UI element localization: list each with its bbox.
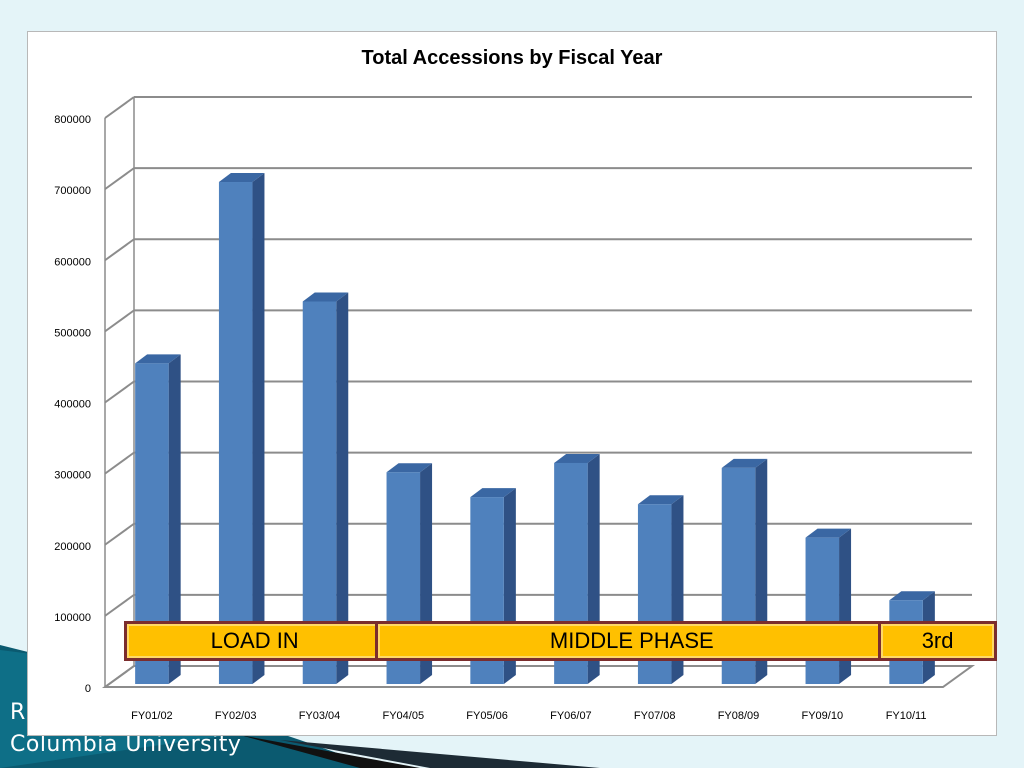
phase-label: MIDDLE PHASE — [376, 622, 888, 660]
x-tick-label: FY03/04 — [299, 710, 341, 722]
y-tick-label: 400000 — [54, 399, 91, 411]
y-tick-label: 500000 — [54, 327, 91, 339]
y-tick-label: 800000 — [54, 114, 91, 126]
bar-top — [135, 354, 181, 364]
y-tick-label: 200000 — [54, 541, 91, 553]
bar-top — [470, 488, 516, 498]
y-tick-label: 600000 — [54, 256, 91, 268]
x-tick-label: FY10/11 — [886, 710, 927, 722]
phase-label: LOAD IN — [125, 622, 385, 660]
grid-diagonal — [104, 522, 135, 546]
grid-diagonal — [104, 594, 135, 617]
bar-top — [637, 495, 684, 505]
x-tick-label: FY06/07 — [550, 710, 592, 722]
x-tick-label: FY08/09 — [718, 710, 760, 722]
bar-side — [839, 528, 852, 684]
x-tick-label: FY07/08 — [634, 710, 676, 722]
bar-top — [889, 591, 935, 601]
grid-diagonal — [104, 451, 135, 475]
grid-diagonal — [104, 238, 135, 262]
bar-top — [386, 463, 433, 473]
y-tick-label: 0 — [85, 683, 91, 695]
grid-diagonal — [104, 96, 135, 119]
y-tick-label: 300000 — [54, 470, 91, 482]
x-tick-label: FY04/05 — [383, 710, 425, 722]
x-tick-label: FY09/10 — [802, 710, 844, 722]
chart-title: Total Accessions by Fiscal Year — [361, 47, 663, 69]
bar-top — [805, 528, 852, 538]
chart-floor — [101, 665, 976, 688]
y-tick-label: 700000 — [54, 185, 91, 197]
x-tick-label: FY02/03 — [215, 710, 257, 722]
footer-text-university: Columbia University — [10, 732, 242, 757]
grid-diagonal — [104, 167, 135, 190]
bar-top — [218, 173, 265, 183]
chart-panel: Total Accessions by Fiscal Year 0 100000 2… — [27, 31, 997, 736]
footer-text-line1: R — [10, 700, 26, 725]
bar — [218, 182, 253, 684]
x-tick-label: FY01/02 — [131, 710, 173, 722]
bar-side — [168, 354, 181, 684]
bar-side — [252, 173, 265, 684]
bar-top — [302, 292, 349, 302]
x-tick-label: FY05/06 — [466, 710, 508, 722]
bar — [805, 537, 840, 684]
bar-side — [336, 292, 349, 684]
y-tick-label: 100000 — [54, 612, 91, 624]
bar-top — [721, 458, 768, 468]
bar-top — [554, 453, 600, 463]
grid-diagonal — [104, 380, 135, 404]
grid-diagonal — [104, 309, 135, 333]
bar — [302, 301, 337, 684]
phase-label: 3rd — [879, 622, 996, 660]
